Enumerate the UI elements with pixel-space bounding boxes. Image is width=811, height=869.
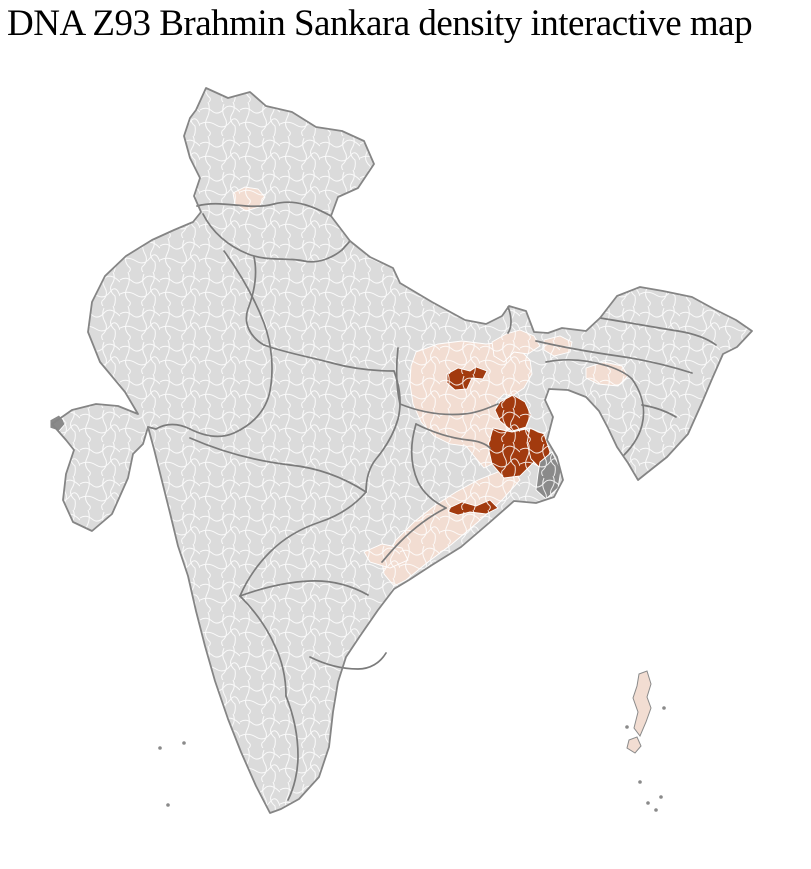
state-border-line	[507, 306, 512, 334]
state-border-line	[189, 437, 367, 493]
island-speck	[158, 746, 162, 750]
islands-group	[158, 670, 666, 812]
state-border-line	[189, 250, 273, 438]
state-border-line	[399, 403, 499, 416]
state-border-line	[239, 595, 287, 697]
island-speck	[659, 795, 663, 799]
state-border-line	[147, 423, 191, 430]
state-border-line	[623, 378, 645, 456]
island-speck	[638, 780, 642, 784]
state-border-line	[202, 213, 351, 263]
island-speck	[654, 808, 658, 812]
state-border-line	[545, 359, 633, 380]
state-border-line	[599, 317, 717, 346]
island-andaman-main[interactable]	[632, 670, 652, 737]
state-border-line	[196, 201, 332, 217]
state-border-line	[395, 347, 401, 405]
state-border-line	[309, 652, 387, 670]
island-andaman-south[interactable]	[626, 736, 642, 754]
state-border-line	[381, 507, 447, 563]
state-border-line	[263, 344, 395, 372]
state-border-line	[239, 580, 369, 597]
state-border-line	[245, 256, 265, 346]
island-speck	[625, 725, 629, 729]
state-border-line	[415, 423, 491, 449]
state-border-line	[410, 423, 447, 509]
state-border-line	[239, 491, 367, 597]
island-speck	[646, 801, 650, 805]
state-border-line	[365, 370, 401, 493]
island-speck	[662, 706, 666, 710]
state-border-line	[285, 695, 299, 801]
state-border-line	[535, 340, 693, 374]
state-borders-group	[147, 201, 717, 801]
island-speck	[166, 803, 170, 807]
island-speck	[182, 741, 186, 745]
state-border-line	[641, 404, 677, 418]
